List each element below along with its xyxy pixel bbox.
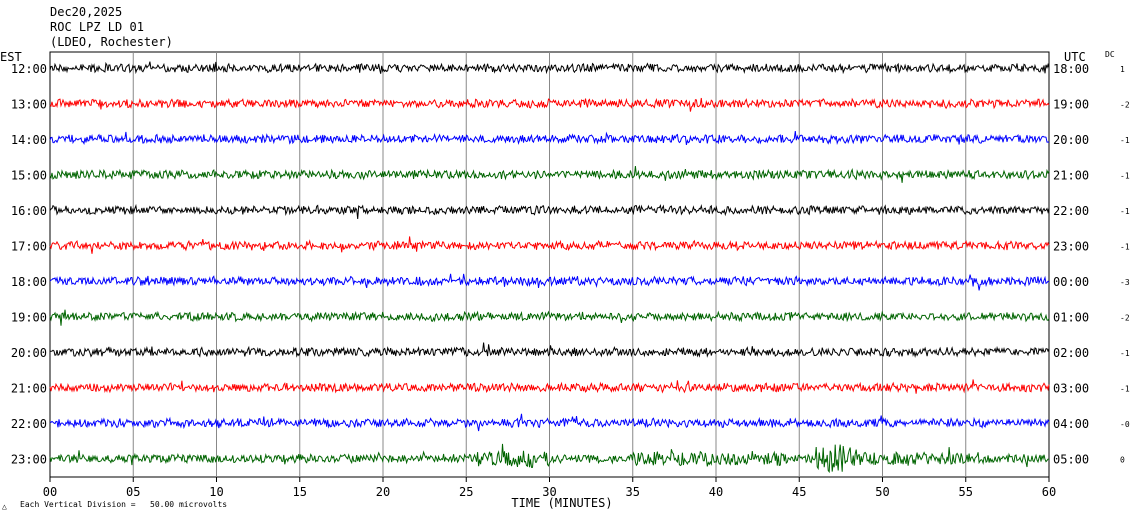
trace-line xyxy=(49,131,1050,146)
x-tick-label: 60 xyxy=(1042,485,1056,499)
utc-time-label: 18:00 xyxy=(1053,62,1089,76)
utc-time-label: 01:00 xyxy=(1053,311,1089,325)
est-time-label: 15:00 xyxy=(11,169,47,183)
est-time-label: 14:00 xyxy=(11,133,47,147)
utc-time-label: 04:00 xyxy=(1053,417,1089,431)
header-station: ROC LPZ LD 01 xyxy=(50,20,144,34)
dc-offset-label: -0 xyxy=(1120,420,1130,429)
utc-time-label: 20:00 xyxy=(1053,133,1089,147)
x-tick-label: 05 xyxy=(126,485,140,499)
x-tick-label: 45 xyxy=(792,485,806,499)
utc-time-label: 03:00 xyxy=(1053,382,1089,396)
est-time-label: 22:00 xyxy=(11,417,47,431)
est-time-label: 20:00 xyxy=(11,346,47,360)
est-time-label: 19:00 xyxy=(11,311,47,325)
utc-time-label: 23:00 xyxy=(1053,240,1089,254)
x-tick-label: 40 xyxy=(709,485,723,499)
utc-time-label: 22:00 xyxy=(1053,204,1089,218)
est-time-label: 16:00 xyxy=(11,204,47,218)
x-tick-label: 50 xyxy=(875,485,889,499)
x-tick-label: 20 xyxy=(376,485,390,499)
x-tick-label: 15 xyxy=(293,485,307,499)
utc-time-label: 00:00 xyxy=(1053,275,1089,289)
trace-group xyxy=(49,61,1050,474)
trace-line xyxy=(49,379,1050,394)
x-tick-label: 30 xyxy=(542,485,556,499)
trace-line xyxy=(49,165,1050,183)
dc-offset-label: 0 xyxy=(1120,456,1125,465)
est-time-label: 21:00 xyxy=(11,382,47,396)
header-location: (LDEO, Rochester) xyxy=(50,35,173,49)
utc-axis-label: UTC xyxy=(1064,50,1086,64)
trace-line xyxy=(49,413,1050,432)
utc-time-label: 05:00 xyxy=(1053,453,1089,467)
dc-offset-label: 1 xyxy=(1120,65,1125,74)
dc-offset-label: -1 xyxy=(1120,243,1130,252)
dc-offset-label: -3 xyxy=(1120,278,1130,287)
trace-line xyxy=(49,97,1050,112)
dc-offset-label: -2 xyxy=(1120,314,1130,323)
dc-offset-label: -1 xyxy=(1120,207,1130,216)
dc-offset-label: -1 xyxy=(1120,349,1130,358)
est-time-label: 13:00 xyxy=(11,98,47,112)
utc-time-label: 02:00 xyxy=(1053,346,1089,360)
x-tick-label: 00 xyxy=(43,485,57,499)
dc-offset-label: -2 xyxy=(1120,101,1130,110)
footer-mark: △ xyxy=(2,502,7,511)
trace-line xyxy=(49,309,1050,326)
est-time-label: 18:00 xyxy=(11,275,47,289)
header-date: Dec20,2025 xyxy=(50,5,122,19)
scale-note: Each Vertical Division = 50.00 microvolt… xyxy=(20,500,227,509)
dc-offset-label: -1 xyxy=(1120,385,1130,394)
trace-line xyxy=(49,342,1050,359)
est-time-label: 17:00 xyxy=(11,240,47,254)
est-time-label: 23:00 xyxy=(11,453,47,467)
trace-line xyxy=(49,203,1050,220)
trace-line xyxy=(49,273,1050,291)
x-axis-label: TIME (MINUTES) xyxy=(511,496,612,510)
vertical-grid xyxy=(132,52,967,477)
x-tick-label: 25 xyxy=(459,485,473,499)
trace-line xyxy=(49,236,1050,254)
trace-line xyxy=(49,61,1050,75)
dc-axis-label: DC xyxy=(1105,50,1115,59)
utc-time-label: 19:00 xyxy=(1053,98,1089,112)
est-axis-label: EST xyxy=(0,50,22,64)
x-axis-ticks: 00 05 10 15 20 25 30 35 40 45 50 55 60 xyxy=(43,477,1056,499)
est-time-label: 12:00 xyxy=(11,62,47,76)
dc-offset-label: -1 xyxy=(1120,172,1130,181)
row-labels: 12:00 18:00 1 13:00 19:00 -2 14:00 20:00 -1 15:00… xyxy=(11,62,1130,467)
x-tick-label: 55 xyxy=(959,485,973,499)
x-tick-label: 35 xyxy=(626,485,640,499)
utc-time-label: 21:00 xyxy=(1053,169,1089,183)
x-tick-label: 10 xyxy=(209,485,223,499)
trace-line xyxy=(49,443,1049,474)
dc-offset-label: -1 xyxy=(1120,136,1130,145)
